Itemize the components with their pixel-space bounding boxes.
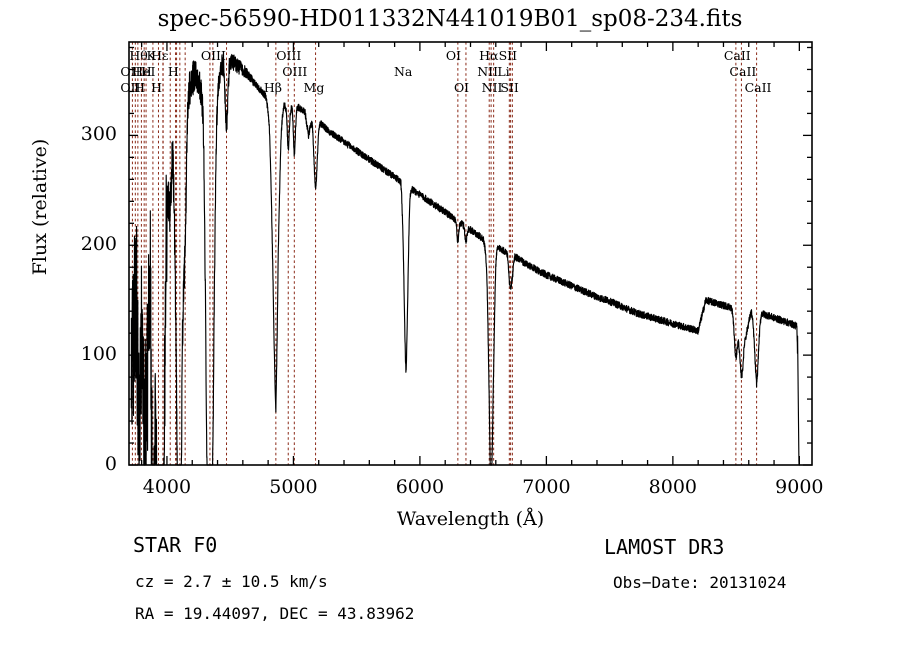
spectral-line-label: OI	[445, 48, 462, 63]
spectral-line-label: NII	[477, 64, 499, 79]
survey-name: LAMOST DR3	[604, 535, 725, 559]
x-axis-tick-label: 7000	[522, 476, 571, 498]
spectral-line-label: H	[151, 80, 163, 95]
x-axis-tick-label: 6000	[395, 476, 445, 498]
object-class-line: STAR F0	[133, 533, 218, 557]
spectral-line-label: SII	[500, 80, 519, 95]
y-axis-tick-label: 300	[80, 123, 117, 146]
y-axis-tick-label: 200	[80, 233, 117, 256]
spectral-line-label: Na	[393, 64, 413, 79]
spectral-line-label: Hβ	[263, 80, 282, 95]
spectral-line-label: OII	[120, 64, 141, 79]
spectral-line-label: NII	[481, 80, 503, 95]
spectral-marker-lines	[131, 42, 758, 465]
page-title: spec-56590-HD011332N441019B01_sp08-234.f…	[157, 6, 743, 32]
spectral-line-label: H	[140, 64, 152, 79]
spectral-line-label: K	[146, 48, 156, 63]
redshift-velocity-line: cz = 2.7 ± 10.5 km/s	[135, 572, 328, 591]
spectral-line-label: OIII	[282, 64, 308, 79]
spectral-line-label: Hε	[151, 48, 169, 63]
spectral-line-label: Mg	[303, 80, 325, 95]
spectral-line-label: H	[167, 64, 179, 79]
spectral-line-label: OIII	[276, 48, 302, 63]
spectral-line-label: Hα	[479, 48, 499, 63]
spectral-line-label: OI	[453, 80, 470, 95]
spectral-line-label: OII	[120, 80, 141, 95]
spectral-line-label: CaII	[729, 64, 757, 79]
coordinates-line: RA = 19.44097, DEC = 43.83962	[135, 604, 415, 623]
spectral-line-label: Hθ	[129, 48, 148, 63]
spectral-line-label: HeI	[132, 64, 156, 79]
x-axis-tick-label: 9000	[775, 476, 824, 498]
spectral-line-label: CaII	[744, 80, 772, 95]
spectral-line-label: Li	[497, 64, 510, 79]
x-axis-tick-label: 8000	[648, 476, 698, 498]
observation-date: Obs−Date: 20131024	[613, 573, 787, 592]
y-axis-label: Flux (relative)	[29, 138, 51, 276]
spectral-line-label: CaII	[723, 48, 751, 63]
spectral-line-label: OIII	[200, 48, 226, 63]
spectral-line-label: H	[134, 80, 145, 95]
x-axis-tick-label: 4000	[142, 476, 192, 498]
axis-frame	[128, 41, 813, 466]
y-axis-tick-label: 100	[80, 343, 117, 366]
x-axis-label: Wavelength (Å)	[396, 508, 545, 530]
y-axis-tick-label: 0	[104, 453, 117, 475]
spectral-line-label: SII	[498, 48, 518, 63]
x-axis-tick-label: 5000	[269, 476, 318, 498]
